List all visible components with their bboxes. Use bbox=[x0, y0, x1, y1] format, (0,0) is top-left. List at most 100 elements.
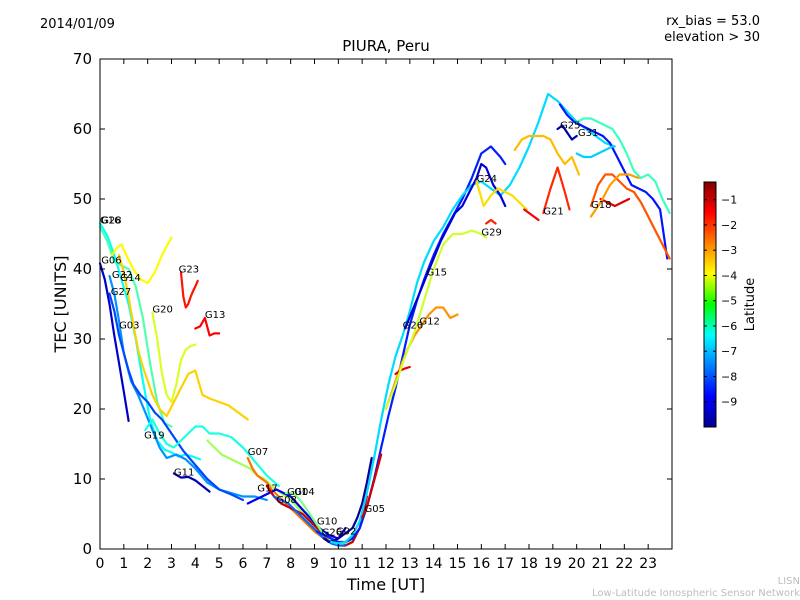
colorbar-tick-label: −2 bbox=[721, 219, 737, 232]
tec-series-2 bbox=[98, 262, 130, 422]
credit-network: Low-Latitude Ionospheric Sensor Network bbox=[592, 588, 800, 599]
satellite-label: G12 bbox=[419, 316, 439, 327]
tec-series-29 bbox=[542, 166, 571, 215]
satellite-label: G14 bbox=[120, 273, 140, 284]
y-tick-label: 10 bbox=[73, 470, 92, 488]
x-tick-label: 13 bbox=[401, 556, 419, 572]
satellite-label: G24 bbox=[477, 174, 497, 185]
tec-series-28 bbox=[523, 208, 540, 222]
tec-series-15 bbox=[265, 484, 368, 547]
x-tick-label: 18 bbox=[520, 556, 538, 572]
x-tick-label: 6 bbox=[239, 556, 248, 572]
chart-title: PIURA, Peru bbox=[342, 37, 429, 55]
satellite-label: G17 bbox=[257, 484, 277, 495]
tec-series-10 bbox=[144, 418, 280, 488]
x-tick-label: 9 bbox=[310, 556, 319, 572]
axis-layer: 0 1 2 3 4 5 6 7 8 9 10 11 12 13 14 15 16 17 18 19 20 21 22 2301… bbox=[73, 50, 672, 572]
tec-series-25 bbox=[404, 162, 507, 330]
satellite-label: G27 bbox=[111, 287, 131, 298]
tec-series-23 bbox=[394, 365, 411, 376]
x-axis-label: Time [UT] bbox=[346, 575, 425, 594]
tec-series-30 bbox=[513, 134, 581, 176]
tec-series-14 bbox=[246, 488, 347, 540]
tec-series-16 bbox=[272, 495, 347, 547]
tec-series-31 bbox=[558, 103, 669, 260]
satellite-label: G03 bbox=[119, 321, 139, 332]
x-tick-label: 19 bbox=[544, 556, 562, 572]
satellite-label: G01 bbox=[287, 487, 307, 498]
x-tick-label: 5 bbox=[215, 556, 224, 572]
tec-series-3 bbox=[108, 274, 268, 502]
satellite-label: G26 bbox=[403, 321, 423, 332]
y-tick-label: 0 bbox=[82, 540, 92, 558]
tec-series-24 bbox=[384, 229, 488, 411]
x-tick-label: 0 bbox=[96, 556, 105, 572]
x-tick-label: 11 bbox=[353, 556, 371, 572]
satellite-label: G11 bbox=[174, 468, 194, 479]
tec-series-26 bbox=[485, 218, 497, 225]
colorbar-tick-label: −6 bbox=[721, 320, 737, 333]
credit-block: LISN Low-Latitude Ionospheric Sensor Net… bbox=[592, 576, 800, 600]
series-layer bbox=[98, 92, 671, 547]
tec-series-5 bbox=[110, 236, 173, 285]
tec-series-35 bbox=[589, 173, 671, 260]
tec-series-11 bbox=[172, 472, 211, 493]
tec-series-32 bbox=[556, 124, 578, 141]
satellite-label: G15 bbox=[427, 267, 447, 278]
colorbar: −1 −2 −3 −4 −5 −6 −7 −8 −9 Latitude bbox=[703, 181, 758, 428]
satellite-label: G13 bbox=[205, 310, 225, 321]
colorbar-tick-label: −5 bbox=[721, 295, 737, 308]
tec-series-8 bbox=[179, 271, 199, 309]
colorbar-label: Latitude bbox=[743, 278, 758, 332]
receiver-info: rx_bias = 53.0 elevation > 30 bbox=[664, 14, 760, 46]
tec-series-34 bbox=[575, 145, 614, 159]
x-tick-label: 3 bbox=[167, 556, 176, 572]
tec-series-7 bbox=[151, 311, 197, 404]
colorbar-gradient bbox=[703, 181, 717, 428]
satellite-label: G06 bbox=[101, 255, 121, 266]
y-tick-label: 30 bbox=[73, 330, 92, 348]
x-tick-label: 8 bbox=[286, 556, 295, 572]
x-tick-label: 20 bbox=[568, 556, 586, 572]
satellite-label: G29 bbox=[481, 227, 501, 238]
x-tick-label: 2 bbox=[143, 556, 152, 572]
x-tick-label: 17 bbox=[496, 556, 514, 572]
satellite-label: G31 bbox=[578, 128, 598, 139]
tec-series-4 bbox=[108, 292, 245, 502]
colorbar-tick-label: −1 bbox=[721, 194, 737, 207]
x-tick-label: 12 bbox=[377, 556, 395, 572]
satellite-label: G10 bbox=[317, 517, 337, 528]
x-tick-label: 22 bbox=[615, 556, 633, 572]
satellite-label: G19 bbox=[144, 430, 164, 441]
tec-series-9 bbox=[194, 316, 221, 337]
satellite-label: G16 bbox=[100, 216, 120, 227]
x-tick-label: 16 bbox=[472, 556, 490, 572]
tec-series-22 bbox=[384, 306, 459, 411]
y-tick-label: 60 bbox=[73, 120, 92, 138]
rx-bias-label: rx_bias = 53.0 bbox=[666, 14, 760, 29]
tec-series-37 bbox=[589, 173, 640, 218]
x-tick-label: 15 bbox=[449, 556, 467, 572]
elevation-label: elevation > 30 bbox=[664, 30, 760, 45]
satellite-label: G20 bbox=[152, 304, 172, 315]
satellite-label: G04 bbox=[294, 487, 314, 498]
satellite-label: G05 bbox=[365, 504, 385, 515]
tec-series-21 bbox=[361, 453, 383, 519]
tec-series-33 bbox=[575, 117, 671, 215]
y-axis-label: TEC [UNITS] bbox=[51, 256, 70, 354]
tec-series-6 bbox=[117, 253, 249, 421]
satellite-label: G21 bbox=[543, 206, 563, 217]
colorbar-tick-label: −3 bbox=[721, 244, 737, 257]
colorbar-tick-label: −4 bbox=[721, 269, 737, 282]
satellite-label: G08 bbox=[276, 495, 296, 506]
tec-series-27 bbox=[475, 180, 528, 211]
colorbar-tick-label: −9 bbox=[721, 396, 737, 409]
tec-series-36 bbox=[599, 197, 631, 208]
satellite-label: G25 bbox=[560, 120, 580, 131]
x-tick-label: 23 bbox=[639, 556, 657, 572]
x-tick-label: 4 bbox=[191, 556, 200, 572]
satellite-label: G18 bbox=[591, 200, 611, 211]
colorbar-tick-label: −7 bbox=[721, 345, 737, 358]
